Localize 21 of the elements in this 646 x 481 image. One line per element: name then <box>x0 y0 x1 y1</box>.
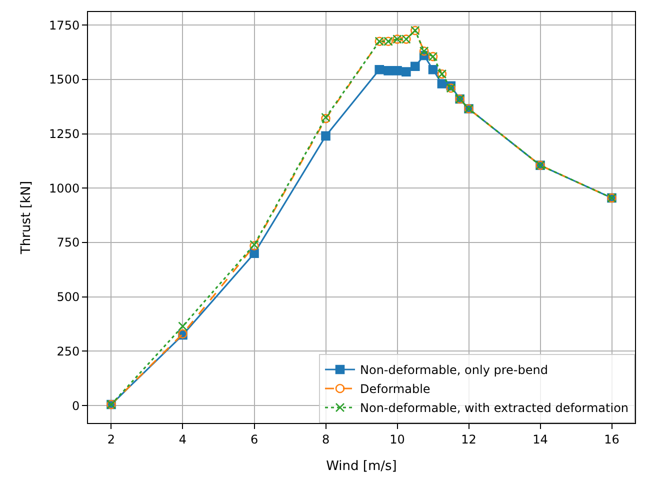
x-axis-title: Wind [m/s] <box>326 459 397 474</box>
y-tick-label: 750 <box>56 236 80 250</box>
y-tick-label: 1000 <box>49 181 80 196</box>
y-tick-label: 250 <box>56 344 80 358</box>
x-tick-label: 2 <box>107 432 116 446</box>
y-tick-label: 0 <box>72 398 80 413</box>
x-tick-label: 10 <box>390 432 405 446</box>
y-tick-label: 500 <box>56 290 80 304</box>
x-tick-label: 4 <box>178 432 187 446</box>
legend-label: Non-deformable, with extracted deformation <box>360 401 629 416</box>
x-tick-label: 8 <box>322 432 330 446</box>
x-tick-label: 16 <box>604 432 620 446</box>
x-tick-label: 14 <box>532 432 548 446</box>
legend-label: Deformable <box>360 382 430 396</box>
y-tick-label: 1750 <box>49 18 80 32</box>
y-tick-label: 1250 <box>49 126 80 141</box>
y-axis-title: Thrust [kN] <box>19 180 34 256</box>
y-tick-label: 1500 <box>49 72 80 87</box>
x-tick-label: 6 <box>250 432 258 446</box>
legend-label: Non-deformable, only pre-bend <box>360 363 548 378</box>
x-tick-label: 12 <box>461 432 476 446</box>
